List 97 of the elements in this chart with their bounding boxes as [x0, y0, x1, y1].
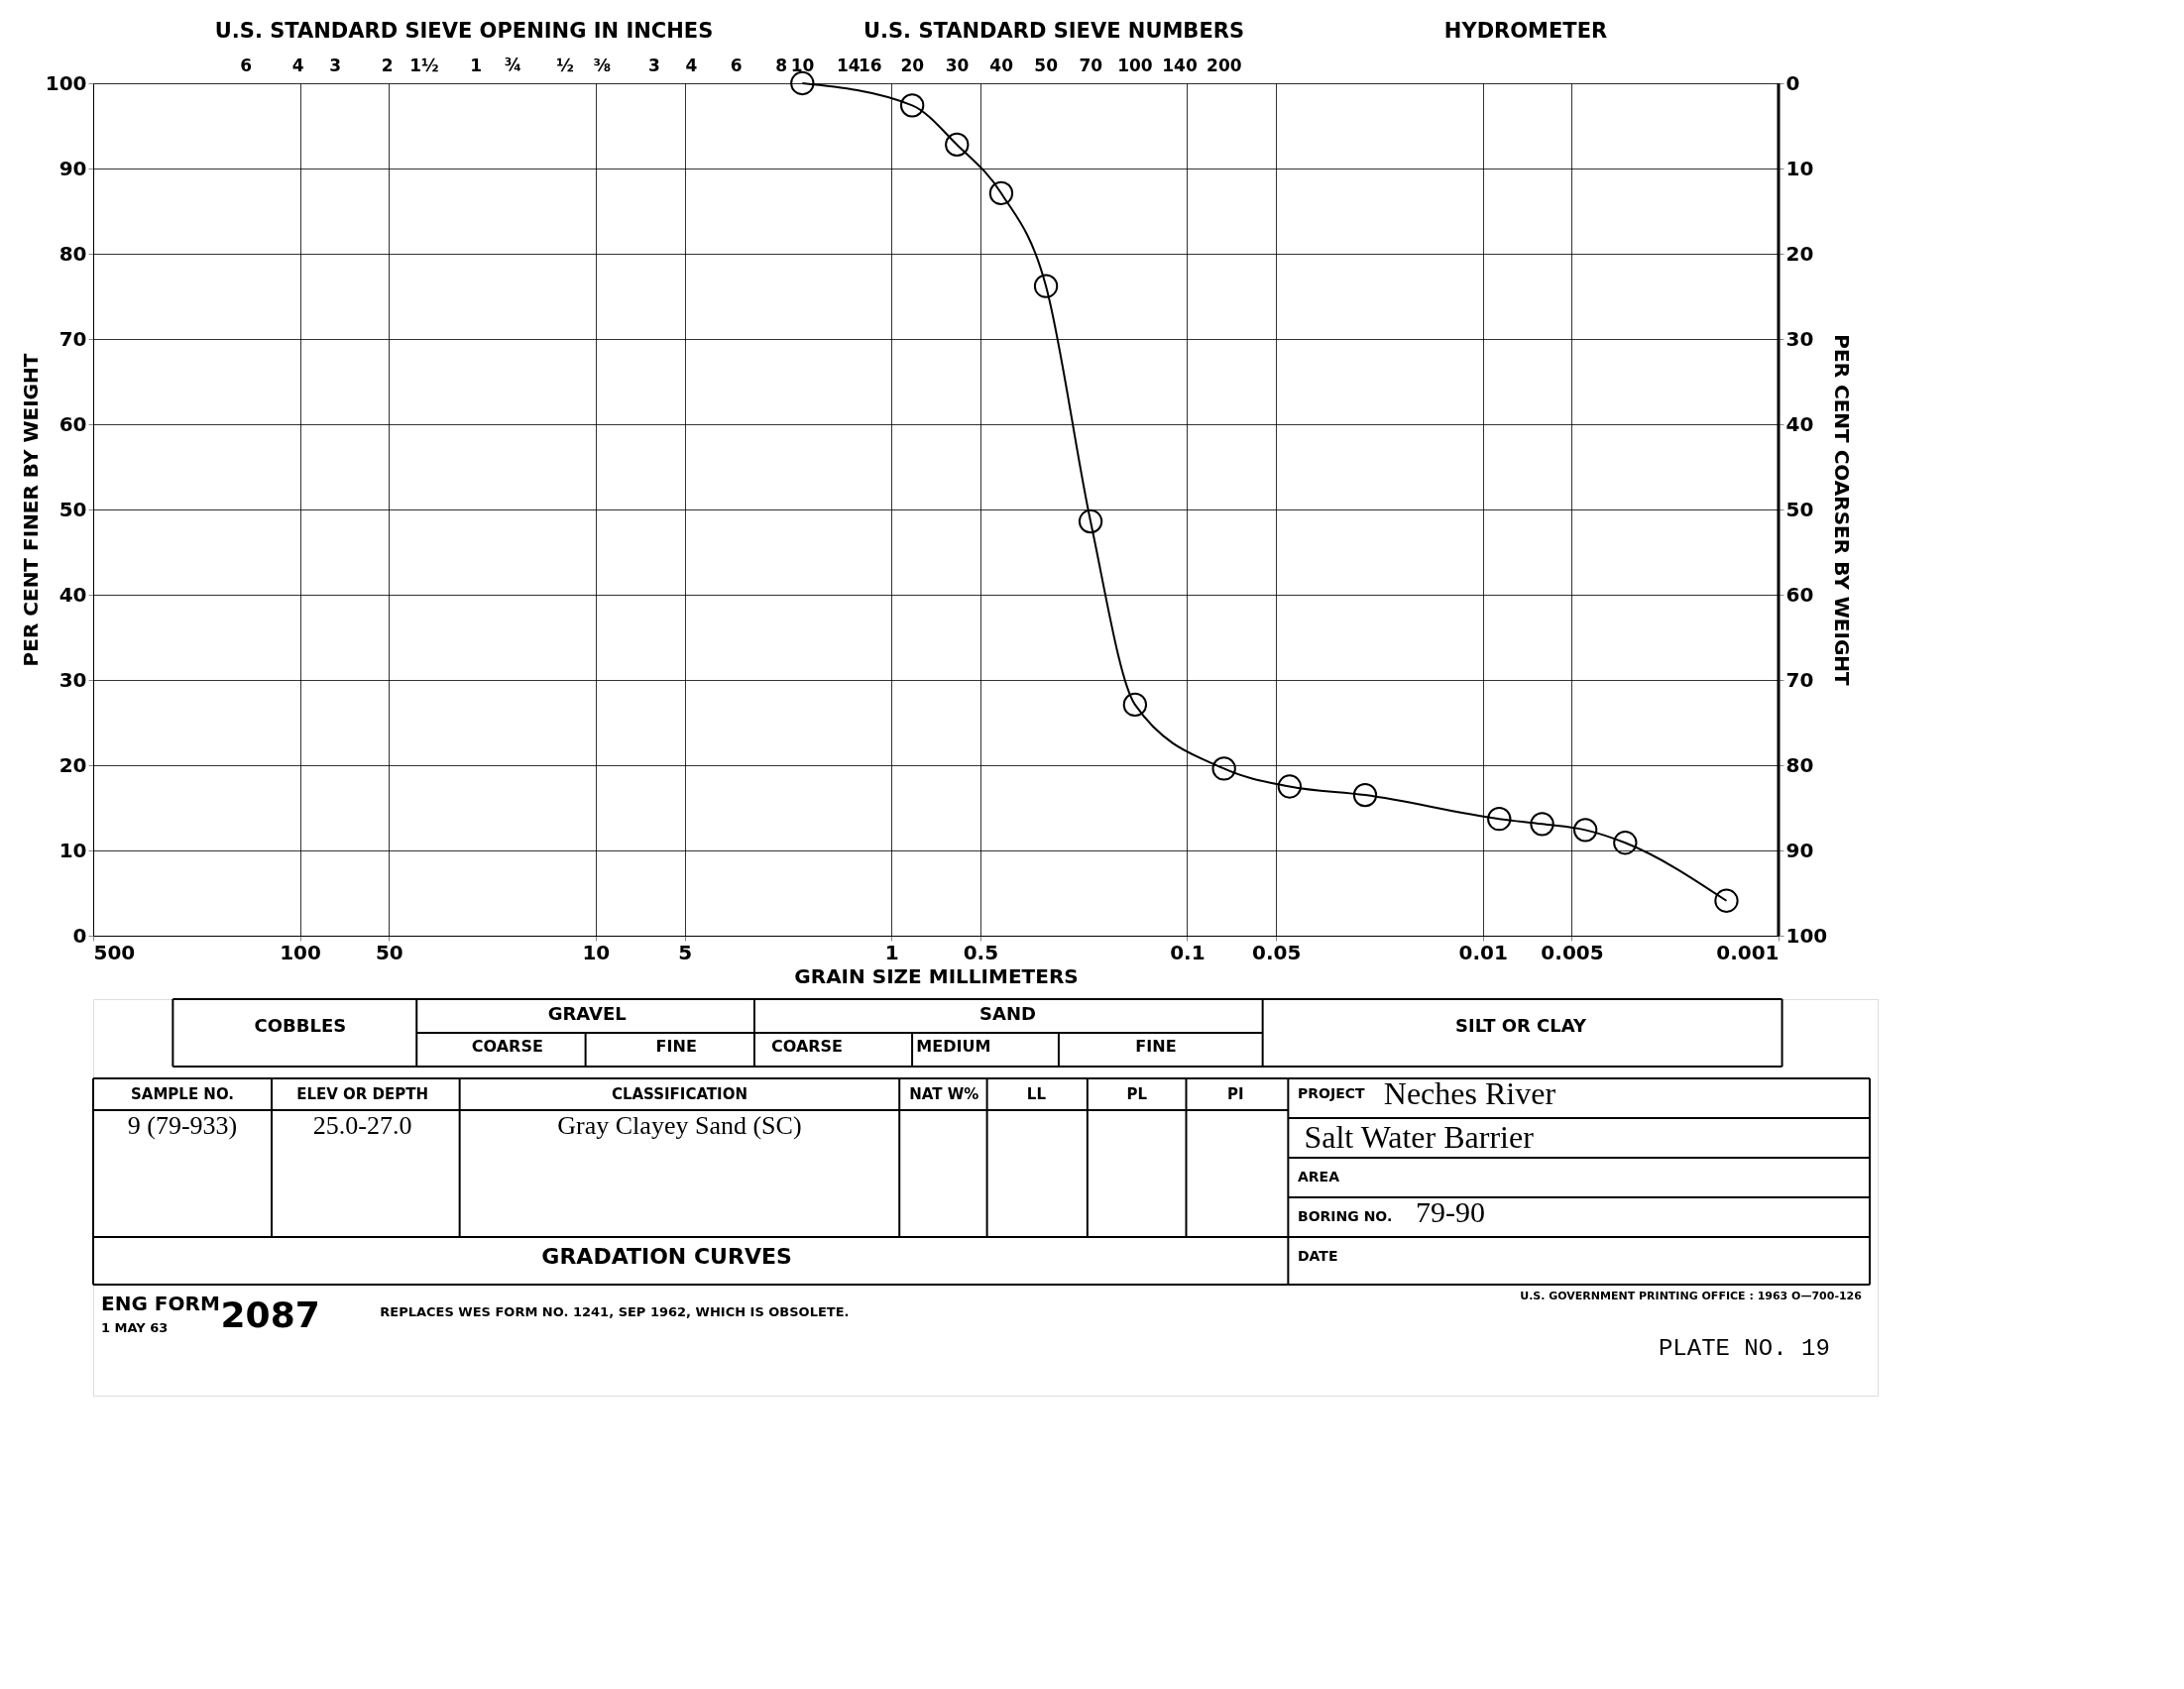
text: 25.0-27.0: [312, 1111, 412, 1140]
text: 79-90: [1415, 1195, 1485, 1228]
text: 1: [470, 56, 483, 75]
y2-tick-label: 70: [1785, 667, 1814, 692]
text: U.S. STANDARD SIEVE OPENING IN INCHES: [214, 19, 714, 43]
y-tick-label: 10: [58, 838, 87, 862]
text: 40: [989, 56, 1014, 75]
text: 140: [1162, 56, 1198, 75]
y-tick-label: 20: [58, 752, 87, 777]
text: 10: [790, 56, 815, 75]
y2-tick-label: 100: [1785, 923, 1828, 948]
x-tick-label: 100: [280, 940, 321, 964]
text: 1 MAY 63: [101, 1320, 169, 1335]
text: PLATE NO. 19: [1658, 1335, 1830, 1362]
text: GRADATION CURVES: [541, 1244, 792, 1269]
text: Salt Water Barrier: [1304, 1119, 1535, 1155]
text: LL: [1026, 1085, 1047, 1103]
text: GRAVEL: [547, 1003, 627, 1024]
y-tick-label: 70: [58, 326, 87, 351]
text: COARSE: [770, 1037, 844, 1056]
x-tick-label: 0.5: [963, 940, 999, 964]
text: Neches River: [1383, 1075, 1556, 1111]
y2-tick-label: 20: [1785, 241, 1814, 266]
x-tick-label: 0.005: [1541, 940, 1604, 964]
text: BORING NO.: [1298, 1208, 1393, 1224]
text: 2087: [220, 1295, 320, 1335]
y2-tick-label: 80: [1785, 752, 1814, 777]
x-tick-label: 0.1: [1170, 940, 1206, 964]
x-tick-label: 500: [93, 940, 136, 964]
x-tick-label: 0.001: [1716, 940, 1780, 964]
x-tick-label: 10: [582, 940, 611, 964]
text: 50: [1034, 56, 1059, 75]
text: SAND: [979, 1003, 1036, 1024]
y-tick-label: 60: [58, 411, 87, 436]
y2-axis-title: PER CENT COARSER BY WEIGHT: [1830, 334, 1855, 687]
text: 3: [329, 56, 342, 75]
x-tick-label: 0.05: [1252, 940, 1302, 964]
text: HYDROMETER: [1443, 19, 1608, 43]
text: SAMPLE NO.: [130, 1085, 235, 1103]
text: 100: [1117, 56, 1153, 75]
text: ¾: [504, 56, 522, 75]
text: U.S. GOVERNMENT PRINTING OFFICE : 1963 O—700-126: [1520, 1290, 1863, 1302]
text: ⅜: [593, 56, 612, 75]
text: 20: [900, 56, 925, 75]
text: CLASSIFICATION: [611, 1085, 747, 1103]
y2-tick-label: 40: [1785, 411, 1814, 436]
text: FINE: [1135, 1037, 1177, 1056]
y-axis-title: PER CENT FINER BY WEIGHT: [18, 353, 43, 667]
y2-tick-label: 50: [1785, 497, 1814, 521]
text: 30: [945, 56, 970, 75]
x-tick-label: 0.01: [1458, 940, 1508, 964]
text: 4: [685, 56, 698, 75]
text: 2: [381, 56, 394, 75]
text: 6: [730, 56, 743, 75]
text: 8: [775, 56, 788, 75]
text: NAT W%: [909, 1085, 979, 1103]
text: MEDIUM: [916, 1037, 991, 1056]
text: ENG FORM: [101, 1292, 220, 1315]
text: 4: [291, 56, 304, 75]
text: 200: [1207, 56, 1242, 75]
text: 9 (79-933): [127, 1111, 238, 1140]
text: ELEV OR DEPTH: [296, 1085, 429, 1103]
text: 3: [648, 56, 660, 75]
text: REPLACES WES FORM NO. 1241, SEP 1962, WHICH IS OBSOLETE.: [380, 1304, 850, 1319]
y2-tick-label: 90: [1785, 838, 1814, 862]
y-tick-label: 50: [58, 497, 87, 521]
x-tick-label: 1: [884, 940, 899, 964]
text: DATE: [1298, 1248, 1338, 1264]
text: FINE: [655, 1037, 697, 1056]
text: AREA: [1298, 1169, 1340, 1184]
text: Gray Clayey Sand (SC): [557, 1111, 802, 1140]
text: COBBLES: [254, 1015, 347, 1036]
text: COARSE: [471, 1037, 543, 1056]
text: ½: [556, 56, 574, 75]
y2-tick-label: 60: [1785, 582, 1814, 607]
x-tick-label: 5: [678, 940, 693, 964]
text: 14: [836, 56, 861, 75]
y2-tick-label: 10: [1785, 156, 1814, 180]
text: 70: [1079, 56, 1103, 75]
y-tick-label: 40: [58, 582, 87, 607]
x-tick-label: 50: [375, 940, 403, 964]
text: PROJECT: [1298, 1085, 1365, 1101]
y-tick-label: 80: [58, 241, 87, 266]
x-axis-title: GRAIN SIZE MILLIMETERS: [794, 963, 1079, 988]
text: 6: [240, 56, 253, 75]
y-tick-label: 0: [72, 923, 87, 948]
text: 1½: [409, 56, 439, 75]
text: PI: [1227, 1085, 1244, 1103]
text: SILT OR CLAY: [1454, 1015, 1587, 1036]
text: PL: [1126, 1085, 1148, 1103]
y-tick-label: 100: [45, 70, 87, 95]
text: 16: [859, 56, 882, 75]
y-tick-label: 90: [58, 156, 87, 180]
y2-tick-label: 30: [1785, 326, 1814, 351]
y-tick-label: 30: [58, 667, 87, 692]
y2-tick-label: 0: [1785, 70, 1800, 95]
text: U.S. STANDARD SIEVE NUMBERS: [862, 19, 1245, 43]
